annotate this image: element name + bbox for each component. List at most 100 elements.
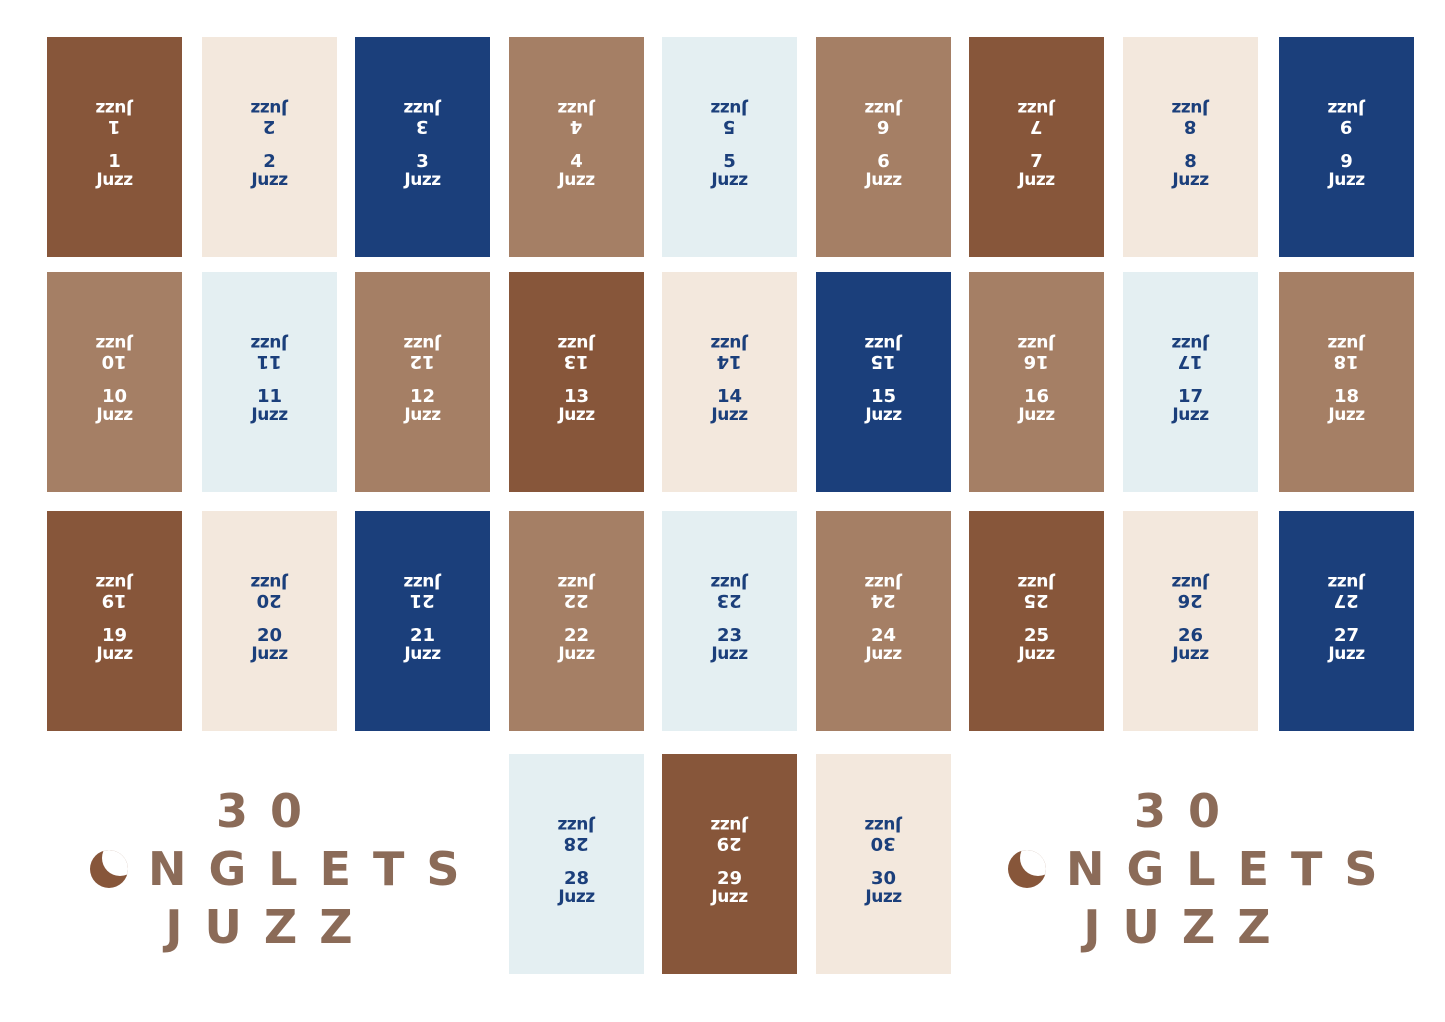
card-label: Juzz: [1172, 333, 1209, 353]
card-number: 6: [877, 151, 890, 172]
juzz-card: 9 Juzz 9 Juzz: [1279, 37, 1414, 257]
card-label-upside-down: 14 Juzz: [711, 333, 747, 372]
card-label-upside-down: 17 Juzz: [1172, 333, 1209, 372]
card-number: 18: [1333, 351, 1360, 372]
card-label-upright: 5 Juzz: [711, 151, 748, 190]
card-number: 30: [870, 868, 897, 889]
card-label-upside-down: 10 Juzz: [96, 333, 133, 372]
card-label: Juzz: [251, 405, 288, 425]
card-number: 25: [1023, 625, 1050, 646]
card-number: 6: [877, 116, 890, 137]
card-label: Juzz: [1328, 405, 1365, 425]
card-label: Juzz: [251, 333, 288, 353]
card-label: Juzz: [1328, 170, 1365, 190]
card-label-upright: 23 Juzz: [711, 627, 748, 664]
juzz-card: 16 Juzz 16 Juzz: [969, 272, 1104, 492]
card-label-upright: 3 Juzz: [404, 151, 441, 190]
card-label: Juzz: [1172, 644, 1209, 664]
card-label-upside-down: 19 Juzz: [96, 572, 133, 611]
card-label-upright: 22 Juzz: [558, 627, 595, 664]
card-label-upside-down: 28 Juzz: [558, 815, 595, 854]
card-number: 14: [716, 351, 743, 372]
juzz-card: 17 Juzz 17 Juzz: [1123, 272, 1258, 492]
juzz-card: 8 Juzz 8 Juzz: [1123, 37, 1258, 257]
card-label-upright: 10 Juzz: [96, 388, 133, 425]
card-label-upside-down: 30 Juzz: [865, 815, 902, 854]
card-label-upright: 9 Juzz: [1328, 151, 1365, 190]
card-label-upright: 13 Juzz: [558, 388, 595, 425]
title-line-2: NGLETS: [1066, 842, 1400, 896]
card-label-upside-down: 18 Juzz: [1328, 333, 1364, 372]
card-label-upside-down: 16 Juzz: [1018, 333, 1055, 372]
juzz-card: 2 Juzz 2 Juzz: [202, 37, 337, 257]
card-number: 21: [409, 625, 436, 646]
card-number: 16: [1023, 351, 1050, 372]
card-number: 26: [1177, 625, 1204, 646]
card-label: Juzz: [558, 815, 595, 835]
card-label-upright: 30 Juzz: [865, 868, 902, 907]
card-label-upside-down: 29 Juzz: [711, 815, 747, 854]
juzz-card: 13 Juzz 13 Juzz: [509, 272, 644, 492]
card-label: Juzz: [96, 98, 133, 118]
card-number: 5: [723, 116, 736, 137]
juzz-card: 20 Juzz 20 Juzz: [202, 511, 337, 731]
card-label-upright: 18 Juzz: [1328, 388, 1365, 425]
card-label: Juzz: [711, 405, 748, 425]
card-label: Juzz: [865, 815, 902, 835]
juzz-card: 19 Juzz 19 Juzz: [47, 511, 182, 731]
card-label-upside-down: 25 Juzz: [1018, 572, 1054, 611]
card-number: 14: [716, 386, 743, 407]
card-label-upright: 1 Juzz: [96, 153, 133, 190]
card-label-upright: 25 Juzz: [1018, 625, 1055, 664]
card-number: 7: [1030, 151, 1043, 172]
card-number: 3: [416, 151, 429, 172]
card-label: Juzz: [96, 170, 133, 190]
card-number: 5: [723, 151, 736, 172]
title-line-3: JUZZ: [1083, 900, 1293, 954]
card-number: 15: [870, 386, 897, 407]
card-number: 21: [409, 590, 436, 611]
card-label: Juzz: [865, 572, 902, 592]
juzz-card: 29 Juzz 29 Juzz: [662, 754, 797, 974]
card-label-upright: 24 Juzz: [865, 625, 902, 664]
card-label: Juzz: [1328, 98, 1365, 118]
card-number: 22: [563, 590, 590, 611]
card-label-upside-down: 27 Juzz: [1328, 572, 1364, 611]
card-label-upright: 16 Juzz: [1018, 388, 1055, 425]
card-label: Juzz: [96, 333, 133, 353]
card-label: Juzz: [558, 887, 595, 907]
card-label: Juzz: [865, 98, 902, 118]
card-number: 20: [256, 590, 283, 611]
card-number: 19: [101, 590, 128, 611]
card-number: 13: [563, 351, 590, 372]
title-line-3: JUZZ: [165, 900, 375, 954]
card-label-upright: 21 Juzz: [404, 625, 441, 664]
card-number: 28: [563, 868, 590, 889]
card-label: Juzz: [404, 405, 441, 425]
card-label: Juzz: [96, 644, 133, 664]
card-label-upside-down: 13 Juzz: [558, 333, 595, 372]
card-number: 11: [256, 351, 283, 372]
card-label: Juzz: [711, 644, 748, 664]
card-number: 3: [416, 116, 429, 137]
title-block-right: 30 NGLETS JUZZ: [1008, 782, 1378, 956]
juzz-card: 25 Juzz 25 Juzz: [969, 511, 1104, 731]
juzz-card: 21 Juzz 21 Juzz: [355, 511, 490, 731]
card-label: Juzz: [1018, 333, 1055, 353]
card-label-upright: 20 Juzz: [251, 627, 288, 664]
card-label-upright: 7 Juzz: [1018, 151, 1055, 190]
card-number: 15: [870, 351, 897, 372]
juzz-card: 10 Juzz 10 Juzz: [47, 272, 182, 492]
juzz-card: 6 Juzz 6 Juzz: [816, 37, 951, 257]
card-number: 24: [870, 625, 897, 646]
card-label: Juzz: [96, 572, 133, 592]
card-number: 9: [1340, 151, 1353, 172]
card-label: Juzz: [404, 572, 441, 592]
juzz-card: 27 Juzz 27 Juzz: [1279, 511, 1414, 731]
juzz-card: 24 Juzz 24 Juzz: [816, 511, 951, 731]
juzz-card: 28 Juzz 28 Juzz: [509, 754, 644, 974]
juzz-card: 11 Juzz 11 Juzz: [202, 272, 337, 492]
card-label: Juzz: [1018, 644, 1055, 664]
juzz-card: 7 Juzz 7 Juzz: [969, 37, 1104, 257]
card-label: Juzz: [558, 333, 595, 353]
